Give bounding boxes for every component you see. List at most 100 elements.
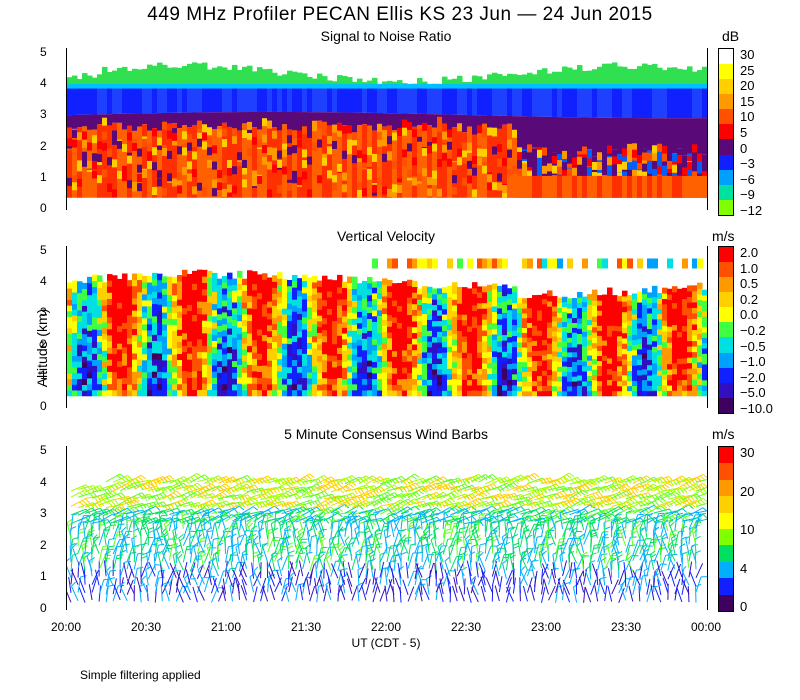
wind-barb-feather [177,553,183,559]
vv-cell [657,329,663,335]
vv-cell [217,302,223,309]
vv-cell [327,337,333,344]
wind-barb [161,579,170,594]
vv-cell [552,390,558,397]
snr-cell [202,83,208,91]
vv-cell [682,303,688,310]
snr-cell [272,88,278,112]
snr-cell [482,115,488,124]
vv-cell [312,377,318,385]
vv-cell [422,313,428,320]
snr-cell [132,143,138,152]
vv-cell [332,366,338,374]
snr-cell [422,88,428,114]
vv-cell [597,305,603,311]
vv-cell [157,322,163,330]
vv-cell [67,390,73,397]
vv-cell [202,332,208,340]
vv-cell [362,280,368,288]
wind-barb-feather [93,487,99,493]
snr-cell [442,131,448,140]
wind-barb-feather [186,548,193,551]
snr-cell [667,67,673,87]
vv-cell [662,303,668,310]
vv-cell [677,390,683,397]
vv-cell [352,312,358,319]
snr-cell [427,114,433,126]
snr-cell [77,114,83,128]
vv-cell [352,324,358,331]
wind-barb [119,544,125,561]
snr-cell [247,65,253,87]
vv-cell [507,385,513,391]
wind-barb [281,530,286,547]
snr-cell [642,152,648,161]
vv-cell [577,359,583,366]
vv-cell [682,336,688,343]
snr-cell [212,88,218,113]
snr-cell [337,163,343,172]
vv-cell [327,378,333,385]
wind-barb [210,523,215,539]
snr-cell [472,83,478,91]
vv-cell [197,301,203,308]
snr-cell [607,117,613,153]
wind-barb-feather [195,511,200,518]
wind-barb [214,522,219,539]
vv-cell [92,365,98,373]
snr-cell [237,158,243,167]
vv-cell [567,332,573,338]
vv-cell [402,384,408,391]
vv-cell [477,319,483,326]
vv-cell [547,258,553,269]
vv-cell [137,365,143,372]
snr-cell [652,149,658,158]
vv-cell [317,343,323,351]
vv-cell [272,347,278,355]
vv-cell [142,287,148,295]
vv-cell [117,378,123,385]
wind-barb [246,510,263,515]
wind-barb [119,586,128,602]
snr-cell [542,116,548,154]
snr-cell [592,117,598,157]
snr-cell [262,156,268,165]
vv-cell [97,305,103,312]
vv-cell [132,389,138,397]
vv-cell [692,323,698,331]
vv-cell [702,326,707,333]
vv-cell [332,343,338,351]
vv-cell [622,390,628,397]
wind-barb [147,538,156,554]
vv-cell [542,293,548,300]
snr-cell [622,175,628,198]
vv-cell [542,380,548,387]
vv-cell [367,371,373,379]
vv-cell [197,332,203,340]
vv-cell [222,341,228,349]
vv-cell [522,376,528,382]
vv-cell [92,329,98,336]
vv-cell [417,293,423,300]
vv-cell [492,362,498,369]
snr-cell [507,88,513,116]
vv-cell [612,300,618,306]
vv-cell [282,331,288,338]
vv-cell [427,319,433,326]
vv-cell [447,357,453,364]
vv-cell [537,370,543,377]
vv-cell [192,283,198,291]
vv-cell [152,358,158,366]
snr-cell [467,88,473,116]
snr-cell [477,83,483,91]
wind-barb [67,565,72,578]
vv-cell [452,282,458,289]
vv-cell [632,359,638,366]
vv-cell [697,344,703,352]
vv-cell [142,275,148,283]
snr-cell [307,156,313,165]
vv-cell [182,269,188,277]
vv-cell [297,301,303,309]
wind-barb [192,586,198,603]
vv-cell [582,385,588,392]
